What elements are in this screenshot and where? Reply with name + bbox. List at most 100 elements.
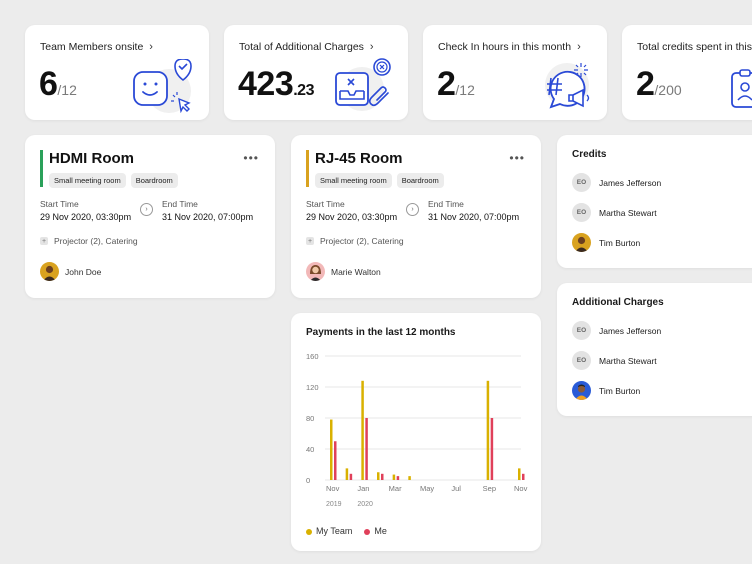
legend-swatch [306,528,312,535]
bar-me [365,418,368,480]
bar-me [334,441,337,480]
chevron-right-icon: › [369,41,374,53]
list-item[interactable]: EO James Jefferson [572,173,661,192]
y-tick-label: 80 [306,414,314,423]
hashtag-megaphone-icon [545,63,590,109]
bar-my-team [518,468,521,480]
charges-title: Additional Charges [572,297,664,308]
chevron-right-icon: › [577,41,581,53]
tag: Boardroom [396,173,444,188]
stat-value: 2/200 [636,65,682,103]
credits-card: Credits EO James Jefferson EO Martha Ste… [557,135,752,268]
stat-card-credits-spent[interactable]: Total credits spent in this 2/200 [622,25,752,120]
x-tick-label: Nov [514,484,528,493]
avatar: EO [572,351,591,370]
avatar [572,233,591,252]
stat-title[interactable]: Team Members onsite › [40,41,153,53]
stat-title[interactable]: Total credits spent in this [637,41,752,53]
plus-icon: + [306,237,314,245]
room-host[interactable]: John Doe [40,262,101,281]
tag: Boardroom [130,173,178,188]
y-tick-label: 0 [306,476,310,485]
plus-icon: + [40,237,48,245]
stat-value: 423.23 [238,65,314,103]
stat-card-team-members[interactable]: Team Members onsite › 6/12 [25,25,209,120]
bar-my-team [345,468,349,480]
payments-bar-chart: 0 40 80 120 160 Nov Jan Mar May Jul Sep Nov 2019 2020 [306,352,528,508]
chart-title: Payments in the last 12 months [306,327,456,338]
avatar: EO [572,321,591,340]
avatar: EO [572,203,591,222]
x-tick-label: Nov [326,484,340,493]
x-tick-label: Jul [451,484,461,493]
inbox-paperclip-icon [335,58,391,111]
chart-legend: My Team Me [306,526,387,536]
room-card-hdmi[interactable]: HDMI Room Small meeting room Boardroom •… [25,135,275,298]
room-title-block: HDMI Room Small meeting room Boardroom [40,150,178,188]
stat-value: 6/12 [39,65,77,103]
stat-card-check-in-hours[interactable]: Check In hours in this month › 2/12 [423,25,607,120]
bar-me [522,473,525,480]
host-name: Marie Walton [331,266,381,277]
bar-my-team [392,474,396,480]
room-host[interactable]: Marie Walton [306,262,381,281]
additional-charges-card: Additional Charges EO James Jefferson EO… [557,283,752,416]
avatar [306,262,325,281]
more-options-icon[interactable]: ••• [509,151,525,165]
room-title-block: RJ-45 Room Small meeting room Boardroom [306,150,444,188]
credits-title: Credits [572,149,607,160]
x-year-label: 2019 [326,501,342,508]
smiley-check-icon [133,59,192,113]
bar-my-team [486,380,490,480]
host-name: John Doe [65,266,102,277]
room-tags: Small meeting room Boardroom [49,173,178,188]
tag: Small meeting room [49,173,126,188]
end-time: End Time 31 Nov 2020, 07:00pm [428,199,520,222]
end-time: End Time 31 Nov 2020, 07:00pm [162,199,254,222]
x-year-label: 2020 [357,501,373,508]
start-time: Start Time 29 Nov 2020, 03:30pm [40,199,132,222]
stat-title[interactable]: Check In hours in this month › [438,41,581,53]
start-time: Start Time 29 Nov 2020, 03:30pm [306,199,398,222]
legend-item-my-team[interactable]: My Team [306,526,352,536]
avatar: EO [572,173,591,192]
avatar [572,381,591,400]
avatar [40,262,59,281]
arrow-right-icon: › [140,203,153,216]
more-options-icon[interactable]: ••• [243,151,259,165]
tag: Small meeting room [315,173,392,188]
list-item[interactable]: Tim Burton [572,233,640,252]
room-name: RJ-45 Room [315,150,403,167]
stat-title[interactable]: Total of Additional Charges › [239,41,374,53]
x-tick-label: May [420,484,434,493]
y-tick-label: 160 [306,352,319,361]
bar-me [349,473,353,480]
amenities: + Projector (2), Catering [306,236,404,246]
list-item[interactable]: EO Martha Stewart [572,203,657,222]
list-item[interactable]: Tim Burton [572,381,640,400]
legend-item-me[interactable]: Me [364,526,387,536]
amenities: + Projector (2), Catering [40,236,138,246]
x-tick-label: Sep [483,484,496,493]
stat-value: 2/12 [437,65,475,103]
badge-icon [731,69,752,108]
list-item[interactable]: EO Martha Stewart [572,351,657,370]
stat-card-additional-charges[interactable]: Total of Additional Charges › 423.23 [224,25,408,120]
chevron-right-icon: › [149,41,153,53]
bar-my-team [408,476,411,480]
bar-me [490,418,494,480]
room-tags: Small meeting room Boardroom [315,173,444,188]
list-item[interactable]: EO James Jefferson [572,321,661,340]
room-name: HDMI Room [49,150,134,167]
bar-my-team [361,380,364,480]
legend-swatch [364,528,371,535]
arrow-right-icon: › [406,203,419,216]
y-tick-label: 120 [306,383,319,392]
room-card-rj45[interactable]: RJ-45 Room Small meeting room Boardroom … [291,135,541,298]
payments-chart-card: Payments in the last 12 months 0 40 80 120 1… [291,313,541,551]
y-tick-label: 40 [306,445,314,454]
bar-my-team [330,419,333,480]
bar-me [396,476,400,480]
x-tick-label: Jan [357,484,369,493]
bar-my-team [377,472,380,480]
